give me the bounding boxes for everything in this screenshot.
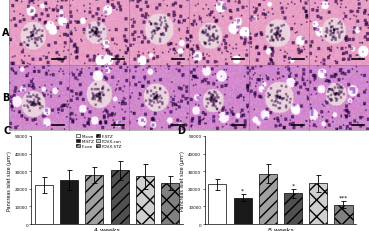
Text: B: B <box>2 93 9 103</box>
Text: D: D <box>177 125 185 135</box>
Text: *: * <box>241 188 244 193</box>
X-axis label: 4 weeks: 4 weeks <box>94 227 120 231</box>
Legend: M-con, M-STZ, F-con, F-STZ, FOVX-con, FOVX-STZ: M-con, M-STZ, F-con, F-STZ, FOVX-con, FO… <box>76 134 123 149</box>
Bar <box>208 185 227 224</box>
Bar <box>60 180 78 224</box>
Bar <box>111 170 129 224</box>
Bar <box>234 198 252 224</box>
Y-axis label: Pancreas islet size (μm²): Pancreas islet size (μm²) <box>7 150 12 210</box>
Bar <box>35 185 53 224</box>
Bar <box>284 193 302 224</box>
Bar <box>161 183 179 224</box>
Text: C: C <box>4 125 11 135</box>
Text: ***: *** <box>339 195 348 200</box>
Bar <box>309 184 327 224</box>
Bar <box>259 174 277 224</box>
Bar <box>136 177 154 224</box>
Bar <box>85 175 103 224</box>
Y-axis label: Pancreas islet size (μm²): Pancreas islet size (μm²) <box>180 150 185 210</box>
Bar <box>334 205 352 224</box>
X-axis label: 8 weeks: 8 weeks <box>268 227 293 231</box>
Text: *: * <box>292 182 294 188</box>
Text: A: A <box>2 28 9 38</box>
